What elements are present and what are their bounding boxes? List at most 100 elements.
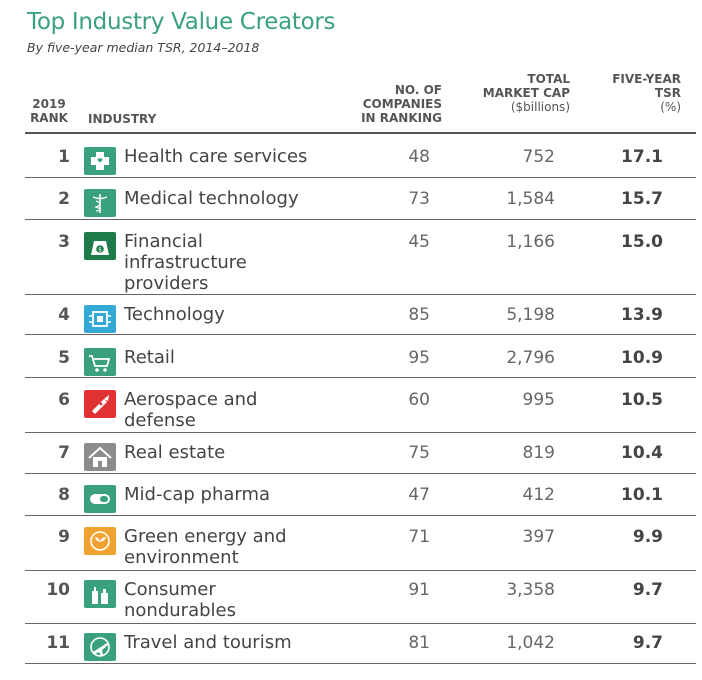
header-companies-line-2: COMPANIES xyxy=(362,97,442,111)
industry-cell: Travel and tourism xyxy=(124,632,364,653)
tsr-cell: 15.0 xyxy=(621,232,663,252)
rank-cell: 8 xyxy=(58,485,70,505)
industry-label-line: Technology xyxy=(124,304,225,325)
page-subtitle: By five-year median TSR, 2014–2018 xyxy=(27,40,260,55)
rank-cell: 5 xyxy=(58,348,70,368)
airplane-icon xyxy=(84,633,116,661)
rank-cell: 3 xyxy=(58,232,70,252)
rank-cell: 6 xyxy=(58,390,70,410)
industry-label-line: Financial xyxy=(124,231,203,252)
money-bag-icon: $ xyxy=(84,232,116,260)
industry-cell: Mid-cap pharma xyxy=(124,484,364,505)
industry-cell: Retail xyxy=(124,347,364,368)
caduceus-icon xyxy=(84,189,116,217)
industry-label-line: Consumer xyxy=(124,579,216,600)
header-tsr-line-2: TSR xyxy=(654,86,681,100)
market-cap-cell: 1,166 xyxy=(506,232,555,252)
microchip-icon xyxy=(84,305,116,333)
row-divider xyxy=(25,473,696,474)
industry-label-line: Green energy and xyxy=(124,526,287,547)
header-rank-line-1: 2019 xyxy=(32,97,66,111)
industry-label-line: Aerospace and xyxy=(124,389,258,410)
industry-label-line: Mid-cap pharma xyxy=(124,484,271,505)
row-divider xyxy=(25,132,696,134)
industry-label-line: Health care services xyxy=(124,146,308,167)
row-divider xyxy=(25,334,696,335)
industry-label-line: defense xyxy=(124,410,196,431)
tsr-cell: 17.1 xyxy=(621,147,663,167)
market-cap-cell: 1,042 xyxy=(506,633,555,653)
tsr-cell: 10.4 xyxy=(621,443,663,463)
market-cap-cell: 995 xyxy=(522,390,555,410)
rank-cell: 11 xyxy=(46,633,70,653)
header-companies-line-3: IN RANKING xyxy=(361,111,442,125)
bottles-icon xyxy=(84,580,116,608)
rank-cell: 1 xyxy=(58,147,70,167)
industry-label-line: infrastructure xyxy=(124,252,247,273)
header-market-cap: TOTAL MARKET CAP ($billions) xyxy=(446,72,570,114)
industry-label-line: Retail xyxy=(124,347,175,368)
rank-cell: 7 xyxy=(58,443,70,463)
companies-cell: 81 xyxy=(408,633,430,653)
companies-cell: 85 xyxy=(408,305,430,325)
tsr-cell: 9.9 xyxy=(632,527,663,547)
header-rank: 2019 RANK xyxy=(26,97,72,125)
companies-cell: 47 xyxy=(408,485,430,505)
tsr-cell: 10.9 xyxy=(621,348,663,368)
rank-cell: 4 xyxy=(58,305,70,325)
rocket-icon xyxy=(84,390,116,418)
tsr-cell: 10.5 xyxy=(621,390,663,410)
health-cross-icon xyxy=(84,147,116,175)
tsr-cell: 9.7 xyxy=(632,633,663,653)
market-cap-cell: 397 xyxy=(522,527,555,547)
row-divider xyxy=(25,663,696,664)
row-divider xyxy=(25,377,696,378)
rank-cell: 2 xyxy=(58,189,70,209)
companies-cell: 91 xyxy=(408,580,430,600)
companies-cell: 71 xyxy=(408,527,430,547)
market-cap-cell: 3,358 xyxy=(506,580,555,600)
market-cap-cell: 819 xyxy=(522,443,555,463)
header-industry: INDUSTRY xyxy=(88,112,157,126)
market-cap-cell: 752 xyxy=(522,147,555,167)
industry-label-line: Medical technology xyxy=(124,188,299,209)
header-tsr-unit: (%) xyxy=(660,100,681,114)
tsr-cell: 9.7 xyxy=(632,580,663,600)
tsr-cell: 13.9 xyxy=(621,305,663,325)
companies-cell: 60 xyxy=(408,390,430,410)
row-divider xyxy=(25,177,696,178)
tsr-cell: 15.7 xyxy=(621,189,663,209)
companies-cell: 95 xyxy=(408,348,430,368)
header-tsr-line-1: FIVE-YEAR xyxy=(612,72,681,86)
industry-label-line: nondurables xyxy=(124,600,236,621)
row-divider xyxy=(25,570,696,571)
house-icon xyxy=(84,443,116,471)
companies-cell: 45 xyxy=(408,232,430,252)
rank-cell: 9 xyxy=(58,527,70,547)
leaf-icon xyxy=(84,527,116,555)
header-tsr: FIVE-YEAR TSR (%) xyxy=(580,72,681,114)
svg-text:$: $ xyxy=(98,247,102,254)
industry-cell: Medical technology xyxy=(124,188,364,209)
row-divider xyxy=(25,623,696,624)
companies-cell: 75 xyxy=(408,443,430,463)
industry-cell: Aerospace and defense xyxy=(124,389,364,431)
rank-cell: 10 xyxy=(46,580,70,600)
industry-label-line: environment xyxy=(124,547,239,568)
companies-cell: 73 xyxy=(408,189,430,209)
industry-cell: Green energy and environment xyxy=(124,526,364,568)
industry-cell: Health care services xyxy=(124,146,364,167)
header-market-cap-unit: ($billions) xyxy=(510,100,570,114)
companies-cell: 48 xyxy=(408,147,430,167)
header-market-cap-line-2: MARKET CAP xyxy=(482,86,570,100)
industry-label-line: Real estate xyxy=(124,442,226,463)
header-market-cap-line-1: TOTAL xyxy=(527,72,570,86)
market-cap-cell: 412 xyxy=(522,485,555,505)
shopping-cart-icon xyxy=(84,348,116,376)
industry-cell: Consumer nondurables xyxy=(124,579,364,621)
row-divider xyxy=(25,515,696,516)
row-divider xyxy=(25,294,696,295)
row-divider xyxy=(25,219,696,220)
market-cap-cell: 1,584 xyxy=(506,189,555,209)
pill-icon xyxy=(84,485,116,513)
